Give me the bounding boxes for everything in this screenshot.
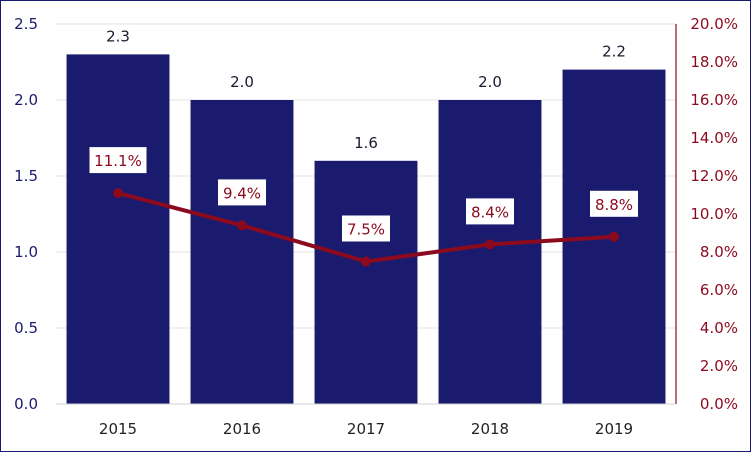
line-label-box bbox=[218, 179, 266, 206]
line-point bbox=[237, 220, 247, 231]
bar bbox=[438, 100, 542, 404]
line-point bbox=[361, 256, 371, 267]
axes: 0.0 0.5 1.0 1.5 2.0 2.5 0.0% 2.0% 4.0% 6.0% 8.0% 10… bbox=[14, 15, 738, 438]
y-right-tick-label: 14.0% bbox=[690, 129, 738, 147]
y-right-tick-label: 10.0% bbox=[690, 205, 738, 223]
y-left-tick-label: 0.5 bbox=[14, 319, 38, 337]
line-value-label: 7.5% bbox=[347, 221, 385, 239]
x-tick-label: 2015 bbox=[99, 420, 137, 438]
line-label-box bbox=[342, 215, 390, 242]
line-label-box bbox=[466, 198, 514, 225]
y-right-tick-label: 18.0% bbox=[690, 53, 738, 71]
y-left-tick-label: 2.0 bbox=[14, 91, 38, 109]
y-left-tick-label: 0.0 bbox=[14, 395, 38, 413]
y-left-tick-label: 1.5 bbox=[14, 167, 38, 185]
line-point bbox=[113, 188, 123, 199]
y-right-tick-label: 0.0% bbox=[700, 395, 738, 413]
y-right-tick-label: 20.0% bbox=[690, 15, 738, 33]
line-series bbox=[113, 188, 619, 267]
bar-value-label: 2.3 bbox=[106, 27, 130, 45]
x-tick-label: 2017 bbox=[347, 420, 385, 438]
y-right-tick-label: 4.0% bbox=[700, 319, 738, 337]
bar-value-label: 2.2 bbox=[602, 43, 626, 61]
x-tick-label: 2019 bbox=[595, 420, 633, 438]
bar bbox=[190, 100, 294, 404]
y-left-tick-label: 2.5 bbox=[14, 15, 38, 33]
data-labels: 2.3 2.0 1.6 2.0 2.2 11.1% 9.4% 7.5% 8.4% 8.8% bbox=[89, 27, 638, 242]
x-tick-label: 2016 bbox=[223, 420, 261, 438]
line-value-label: 9.4% bbox=[223, 184, 261, 202]
line-label-box bbox=[590, 190, 638, 217]
bar bbox=[66, 54, 170, 405]
y-right-tick-label: 8.0% bbox=[700, 243, 738, 261]
y-right-tick-label: 2.0% bbox=[700, 357, 738, 375]
line-point bbox=[609, 231, 619, 242]
y-right-tick-label: 12.0% bbox=[690, 167, 738, 185]
y-right-tick-label: 16.0% bbox=[690, 91, 738, 109]
line-value-label: 8.8% bbox=[595, 196, 633, 214]
line-label-box bbox=[89, 147, 147, 174]
bar-value-label: 2.0 bbox=[230, 73, 254, 91]
y-left-tick-label: 1.0 bbox=[14, 243, 38, 261]
bar-value-label: 2.0 bbox=[478, 73, 502, 91]
line-value-label: 11.1% bbox=[94, 152, 142, 170]
x-tick-label: 2018 bbox=[471, 420, 509, 438]
bar bbox=[314, 160, 418, 404]
bar-value-label: 1.6 bbox=[354, 134, 378, 152]
line-point bbox=[485, 239, 495, 250]
line-value-label: 8.4% bbox=[471, 203, 509, 221]
y-right-tick-label: 6.0% bbox=[700, 281, 738, 299]
